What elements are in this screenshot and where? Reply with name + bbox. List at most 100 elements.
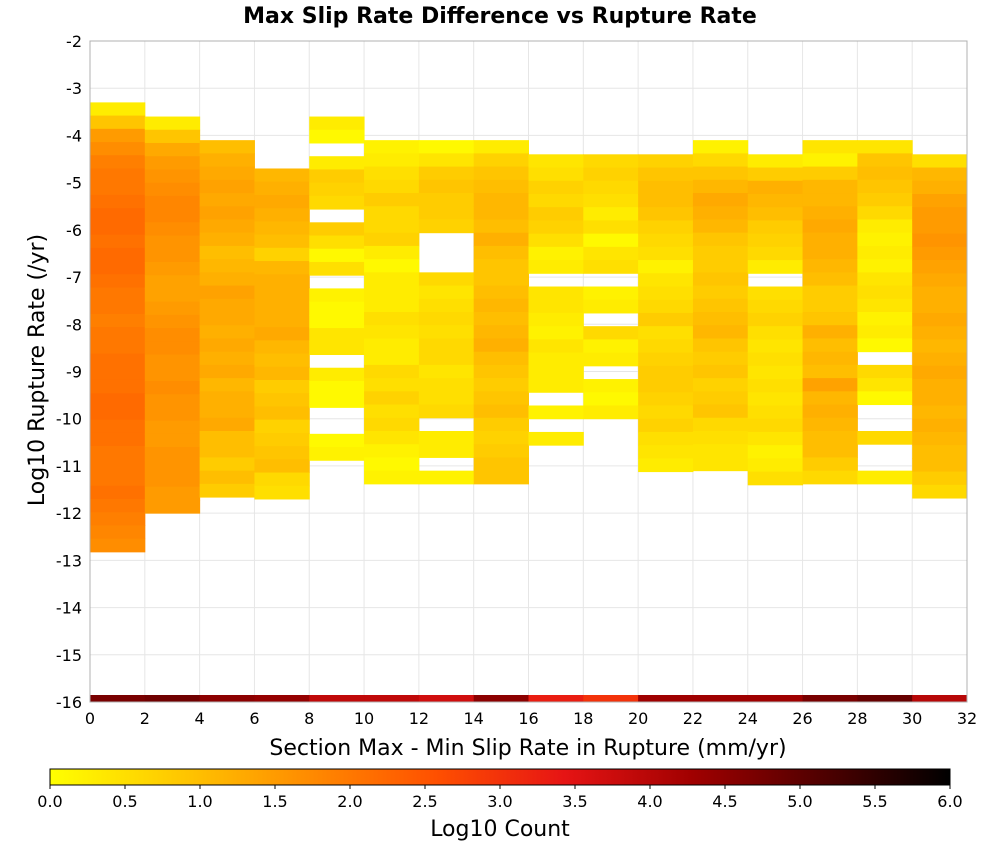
heatmap-cell <box>638 207 694 221</box>
heatmap-cell <box>418 404 475 419</box>
heatmap-cell <box>528 286 584 301</box>
heatmap-cell <box>747 379 804 393</box>
heatmap-cell <box>692 179 749 194</box>
heatmap-cell <box>747 352 804 367</box>
heatmap-cell <box>692 430 749 445</box>
heatmap-cell <box>528 193 584 208</box>
heatmap-cell <box>473 351 529 366</box>
heatmap-cell <box>90 247 146 262</box>
heatmap-cell <box>583 233 639 248</box>
heatmap-cell <box>912 167 968 182</box>
column-total-cell <box>254 695 310 702</box>
heatmap-cell <box>364 457 420 472</box>
heatmap-cell <box>90 287 146 302</box>
heatmap-cell <box>857 232 913 247</box>
heatmap-cell <box>90 525 146 540</box>
colorbar-label: Log10 Count <box>430 817 570 842</box>
heatmap-cell <box>857 470 913 485</box>
heatmap-cell <box>90 168 146 183</box>
column-total-cell <box>857 695 913 702</box>
heatmap-cell <box>692 298 749 313</box>
heatmap-cell <box>473 140 529 154</box>
column-total-cell <box>418 695 475 702</box>
heatmap-cell <box>418 285 475 300</box>
heatmap-cell <box>912 458 968 473</box>
heatmap-cell <box>692 219 749 234</box>
heatmap-cell <box>199 206 255 220</box>
heatmap-cell <box>473 404 529 419</box>
x-tick-label: 6 <box>249 709 259 728</box>
heatmap-cell <box>912 379 968 393</box>
heatmap-cell <box>90 300 146 315</box>
heatmap-cell <box>638 392 694 406</box>
plot-frame <box>89 40 968 703</box>
heatmap-cell <box>473 430 529 445</box>
heatmap-cell <box>254 234 310 249</box>
y-tick-label: -6 <box>66 221 82 240</box>
heatmap-cell <box>473 378 529 392</box>
heatmap-cell <box>90 194 146 209</box>
heatmap-cell <box>583 339 639 354</box>
heatmap-cell <box>638 286 694 301</box>
heatmap-cell <box>692 325 749 339</box>
heatmap-cell <box>90 142 146 156</box>
heatmap-cell <box>199 285 255 300</box>
heatmap-cell <box>528 167 584 182</box>
heatmap-cell <box>912 418 968 433</box>
heatmap-cell <box>254 287 310 302</box>
heatmap-cell <box>583 154 639 169</box>
heatmap-cell <box>802 338 858 353</box>
heatmap-cell <box>254 300 310 315</box>
heatmap-cell <box>473 219 529 234</box>
colorbar-tick-label: 0.5 <box>112 792 137 811</box>
heatmap-cell <box>802 259 858 273</box>
heatmap-cell <box>364 298 420 313</box>
heatmap-cell <box>199 351 255 366</box>
heatmap-cell <box>199 245 255 260</box>
heatmap-cell <box>747 286 804 301</box>
heatmap-cell <box>528 260 584 274</box>
heatmap-cell <box>802 312 858 326</box>
heatmap-cell <box>802 470 858 485</box>
heatmap-cell <box>583 352 639 367</box>
heatmap-cell <box>144 275 201 289</box>
heatmap-cell <box>418 219 475 234</box>
heatmap-cell <box>583 260 639 274</box>
heatmap-cell <box>254 353 310 368</box>
y-tick-label: -9 <box>66 363 82 382</box>
heatmap-cell <box>144 420 201 435</box>
colorbar-tick-label: 1.0 <box>187 792 212 811</box>
column-total-cell <box>638 695 694 702</box>
heatmap-cell <box>857 193 913 207</box>
heatmap-cell <box>364 444 420 458</box>
heatmap-cell <box>638 180 694 195</box>
heatmap-cell <box>638 273 694 288</box>
heatmap-cell <box>692 272 749 287</box>
heatmap-cell <box>90 234 146 249</box>
heatmap-cell <box>90 261 146 275</box>
y-tick-label: -15 <box>56 646 82 665</box>
heatmap-cell <box>802 232 858 247</box>
heatmap-cell <box>747 299 804 314</box>
heatmap-cell <box>638 379 694 393</box>
heatmap-cell <box>638 326 694 340</box>
heatmap-cell <box>144 235 201 250</box>
heatmap-cell <box>418 298 475 313</box>
heatmap-cell <box>364 259 420 273</box>
heatmap-cell <box>802 364 858 379</box>
heatmap-cell <box>747 220 804 235</box>
heatmap-cell <box>692 166 749 181</box>
colorbar-tick-label: 3.0 <box>487 792 512 811</box>
heatmap-cell <box>309 182 365 197</box>
heatmap-cell <box>364 391 420 406</box>
heatmap-cell <box>912 445 968 459</box>
heatmap-cell <box>802 351 858 366</box>
heatmap-cell <box>364 325 420 339</box>
heatmap-cell <box>583 167 639 182</box>
column-total-cell <box>364 695 420 702</box>
heatmap-cell <box>473 444 529 458</box>
heatmap-cell <box>802 245 858 260</box>
heatmap-cell <box>144 156 201 170</box>
heatmap-cell <box>199 391 255 406</box>
heatmap-cell <box>583 207 639 221</box>
